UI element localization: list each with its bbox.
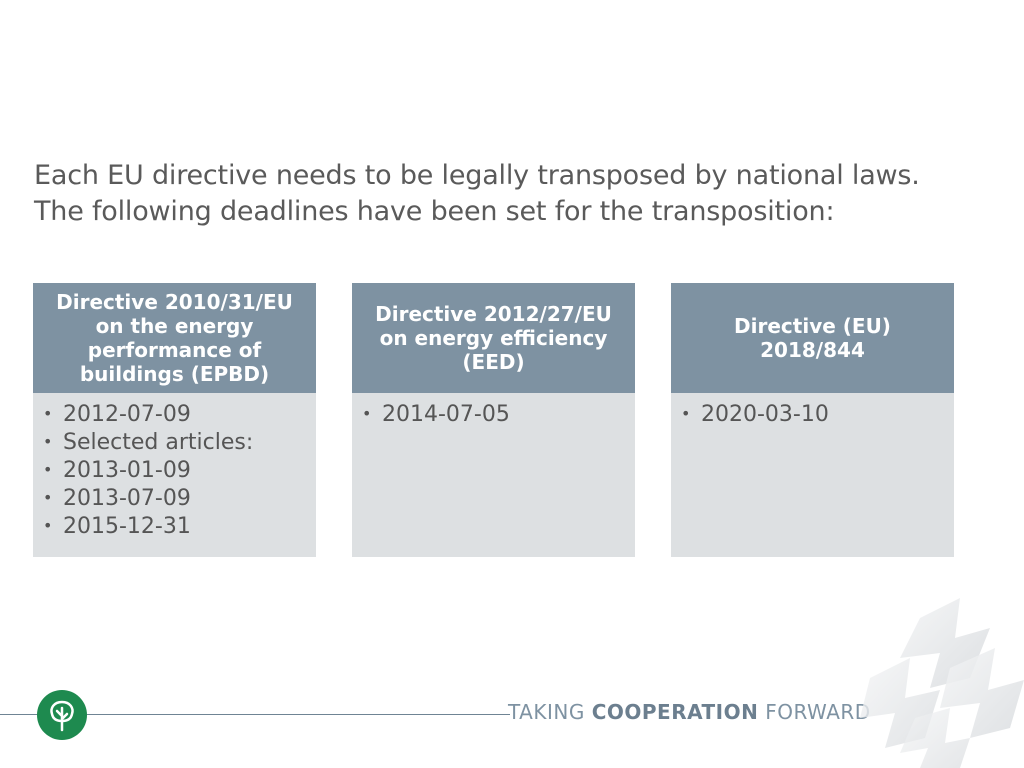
list-item: 2015-12-31 [43,512,306,541]
slogan-pre: TAKING [508,700,592,724]
directive-card-epbd: Directive 2010/31/EU on the energy perfo… [33,283,316,557]
list-item: 2012-07-09 [43,400,306,429]
list-item: 2013-01-09 [43,456,306,485]
footer-divider [0,714,510,715]
list-item: 2014-07-05 [362,400,625,429]
deadline-list: 2012-07-09 Selected articles: 2013-01-09… [43,400,306,541]
card-body: 2012-07-09 Selected articles: 2013-01-09… [33,393,316,557]
card-title: Directive 2012/27/EU on energy efficienc… [352,283,635,393]
decorative-arrows-graphic [860,598,1024,768]
slogan-bold: COOPERATION [591,700,759,724]
deadline-list: 2020-03-10 [681,400,944,429]
tree-icon [37,690,87,740]
directive-card-2018-844: Directive (EU) 2018/844 2020-03-10 [671,283,954,557]
card-title: Directive (EU) 2018/844 [671,283,954,393]
intro-line-1: Each EU directive needs to be legally tr… [34,160,920,191]
footer-slogan: TAKING COOPERATION FORWARD [508,700,871,724]
intro-text: Each EU directive needs to be legally tr… [34,158,994,230]
slogan-post: FORWARD [758,700,871,724]
list-item: 2013-07-09 [43,484,306,513]
list-item: Selected articles: [43,428,306,457]
card-body: 2020-03-10 [671,393,954,557]
card-body: 2014-07-05 [352,393,635,557]
intro-line-2: The following deadlines have been set fo… [34,196,835,227]
tree-logo-graphic [38,691,86,739]
card-title: Directive 2010/31/EU on the energy perfo… [33,283,316,393]
deadline-list: 2014-07-05 [362,400,625,429]
list-item: 2020-03-10 [681,400,944,429]
directive-card-eed: Directive 2012/27/EU on energy efficienc… [352,283,635,557]
